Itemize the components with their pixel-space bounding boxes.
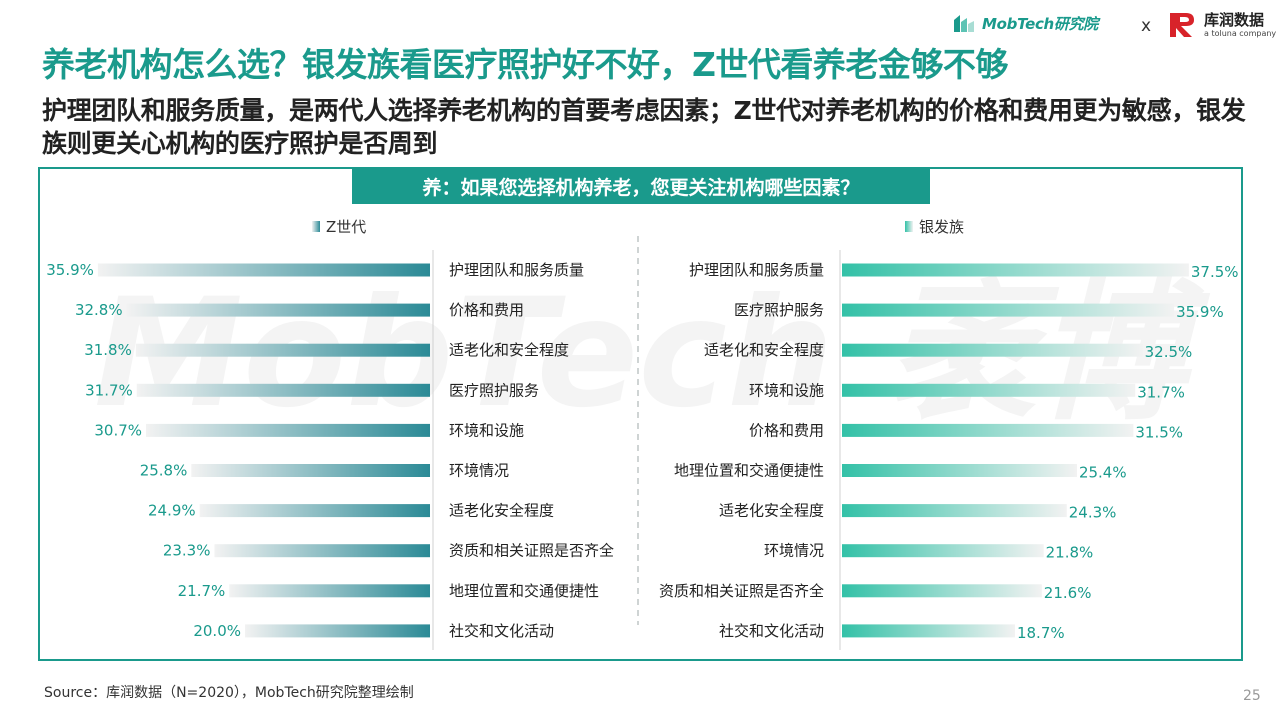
- value-label-silver: 25.4%: [1079, 464, 1127, 482]
- value-label-silver: 31.7%: [1137, 383, 1185, 401]
- category-label-silver: 资质和相关证照是否齐全: [659, 582, 824, 600]
- category-label-silver: 社交和文化活动: [719, 622, 824, 640]
- bar-zgen: [97, 263, 431, 277]
- value-label-zgen: 32.8%: [75, 301, 123, 319]
- category-label-silver: 环境情况: [764, 542, 824, 560]
- category-label-zgen: 社交和文化活动: [449, 622, 554, 640]
- category-label-silver: 医疗照护服务: [734, 301, 824, 319]
- bar-zgen: [135, 343, 430, 357]
- bar-silver: [842, 423, 1134, 437]
- category-label-silver: 价格和费用: [749, 421, 824, 439]
- value-label-zgen: 24.9%: [148, 502, 196, 520]
- category-label-zgen: 环境情况: [449, 462, 509, 480]
- value-label-zgen: 35.9%: [46, 261, 94, 279]
- value-label-silver: 31.5%: [1135, 423, 1183, 441]
- bar-zgen: [126, 303, 430, 317]
- bar-silver: [842, 383, 1136, 397]
- legend-swatch-zgen: [312, 221, 320, 232]
- category-label-silver: 适老化和安全程度: [704, 341, 824, 359]
- legend-label-zgen: Z世代: [326, 218, 366, 236]
- category-label-silver: 地理位置和交通便捷性: [674, 462, 824, 480]
- category-label-zgen: 价格和费用: [449, 301, 524, 319]
- page-title: 养老机构怎么选？银发族看医疗照护好不好，Z世代看养老金够不够: [42, 45, 1008, 84]
- legend-swatch-silver: [905, 221, 913, 232]
- page-subtitle: 护理团队和服务质量，是两代人选择养老机构的首要考虑因素；Z世代对养老机构的价格和…: [42, 96, 1246, 158]
- category-label-zgen: 地理位置和交通便捷性: [449, 582, 599, 600]
- value-label-silver: 32.5%: [1145, 343, 1193, 361]
- partner-logo-sub: a toluna company: [1204, 28, 1277, 38]
- legend-label-silver: 银发族: [919, 218, 964, 236]
- mobtech-logo-text: MobTech研究院: [982, 14, 1099, 33]
- partner-logo-name: 库润数据: [1204, 10, 1265, 29]
- bar-silver: [842, 464, 1077, 477]
- bar-silver: [842, 263, 1189, 277]
- mobtech-logo: MobTech研究院: [952, 12, 1098, 34]
- mobtech-logo-icon: [954, 15, 974, 32]
- category-label-zgen: 环境和设施: [449, 421, 524, 439]
- value-label-zgen: 31.8%: [84, 341, 132, 359]
- logo-separator: x: [1141, 16, 1152, 36]
- value-label-silver: 35.9%: [1176, 303, 1224, 321]
- bar-zgen: [229, 584, 430, 598]
- bar-zgen: [136, 383, 430, 397]
- value-label-zgen: 21.7%: [178, 582, 226, 600]
- value-label-zgen: 31.7%: [85, 381, 133, 399]
- value-label-zgen: 23.3%: [163, 542, 211, 560]
- category-label-zgen: 资质和相关证照是否齐全: [449, 542, 614, 560]
- question-banner: 养：如果您选择机构养老，您更关注机构哪些因素？: [352, 168, 930, 204]
- bar-silver: [842, 343, 1143, 357]
- value-label-silver: 37.5%: [1191, 263, 1239, 281]
- page-number: 25: [1243, 688, 1261, 704]
- bar-silver: [842, 624, 1015, 638]
- partner-logo-icon: [1170, 13, 1194, 37]
- value-label-silver: 21.8%: [1046, 544, 1094, 562]
- partner-logo: 库润数据 a toluna company: [1168, 11, 1276, 39]
- bar-zgen: [245, 624, 430, 638]
- bar-silver: [842, 544, 1044, 558]
- category-label-silver: 适老化安全程度: [719, 502, 824, 520]
- value-label-silver: 18.7%: [1017, 624, 1065, 642]
- value-label-zgen: 30.7%: [94, 421, 142, 439]
- bar-zgen: [146, 423, 430, 437]
- bar-silver: [842, 584, 1042, 598]
- source-note: Source：库润数据（N=2020），MobTech研究院整理绘制: [44, 685, 414, 701]
- category-label-zgen: 护理团队和服务质量: [449, 261, 584, 279]
- bar-zgen: [214, 544, 430, 558]
- bar-zgen: [191, 464, 430, 477]
- bar-silver: [842, 303, 1175, 317]
- bar-silver: [842, 504, 1067, 518]
- category-label-zgen: 医疗照护服务: [449, 381, 539, 399]
- value-label-zgen: 25.8%: [140, 462, 188, 480]
- value-label-silver: 24.3%: [1069, 504, 1117, 522]
- category-label-silver: 环境和设施: [749, 381, 824, 399]
- value-label-silver: 21.6%: [1044, 584, 1092, 602]
- category-label-zgen: 适老化和安全程度: [449, 341, 569, 359]
- category-label-zgen: 适老化安全程度: [449, 502, 554, 520]
- bar-zgen: [199, 504, 430, 518]
- category-label-silver: 护理团队和服务质量: [689, 261, 824, 279]
- value-label-zgen: 20.0%: [193, 622, 241, 640]
